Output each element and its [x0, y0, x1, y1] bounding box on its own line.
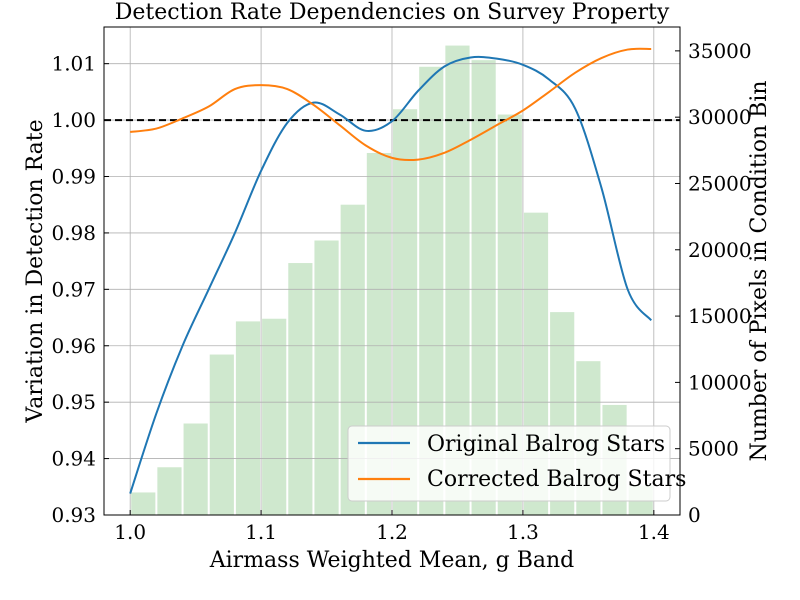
y-tick-label: 0.96: [51, 334, 96, 358]
y-right-axis-title: Number of Pixels in Condition Bin: [747, 80, 772, 461]
y-right-tick-label: 10000: [688, 370, 752, 394]
x-axis-ticks: 1.0 1.1 1.2 1.3 1.4: [114, 510, 670, 544]
y-right-axis-ticks: 0 5000 10000 15000 20000 25000 30000 35000: [675, 39, 752, 527]
histogram-bar: [157, 467, 182, 515]
y-axis-ticks: 0.93 0.94 0.95 0.96 0.97 0.98 0.99 1.00 1.01: [51, 52, 109, 527]
legend-box: [347, 425, 671, 502]
histogram-bar: [314, 240, 339, 515]
x-axis-title: Airmass Weighted Mean, g Band: [209, 548, 574, 573]
y-tick-label: 0.98: [51, 221, 96, 245]
series-line-original: [129, 55, 652, 494]
y-right-tick-label: 30000: [688, 105, 752, 129]
y-tick-label: 1.01: [51, 52, 96, 76]
histogram-bar: [209, 354, 234, 515]
y-tick-label: 0.94: [51, 447, 96, 471]
y-right-tick-label: 35000: [688, 39, 752, 63]
y-right-tick-label: 25000: [688, 171, 752, 195]
histogram-bar: [235, 321, 261, 515]
x-tick-label: 1.0: [114, 520, 146, 544]
histogram-bar: [131, 492, 156, 515]
y-tick-label: 0.97: [51, 277, 96, 301]
y-axis-title: Variation in Detection Rate: [23, 119, 48, 423]
legend: Original Balrog Stars Corrected Balrog S…: [347, 425, 686, 502]
histogram-bar: [288, 263, 313, 515]
y-right-tick-label: 5000: [688, 437, 739, 461]
x-tick-label: 1.2: [376, 520, 408, 544]
legend-label-corrected: Corrected Balrog Stars: [427, 467, 686, 492]
y-tick-label: 0.93: [51, 503, 96, 527]
y-right-tick-label: 0: [688, 503, 701, 527]
series-line-corrected: [130, 47, 652, 162]
histogram-bar: [183, 423, 208, 515]
y-tick-label: 0.95: [51, 390, 96, 414]
y-tick-label: 0.99: [51, 165, 96, 189]
x-tick-label: 1.4: [638, 520, 670, 544]
histogram-bar: [262, 318, 287, 515]
x-tick-label: 1.1: [245, 520, 277, 544]
x-tick-label: 1.3: [507, 520, 539, 544]
y-right-tick-label: 20000: [688, 238, 752, 262]
series-lines: [129, 47, 652, 494]
legend-label-original: Original Balrog Stars: [427, 432, 665, 457]
y-tick-label: 1.00: [51, 108, 96, 132]
chart-title: Detection Rate Dependencies on Survey Pr…: [115, 0, 670, 25]
y-right-tick-label: 15000: [688, 304, 752, 328]
